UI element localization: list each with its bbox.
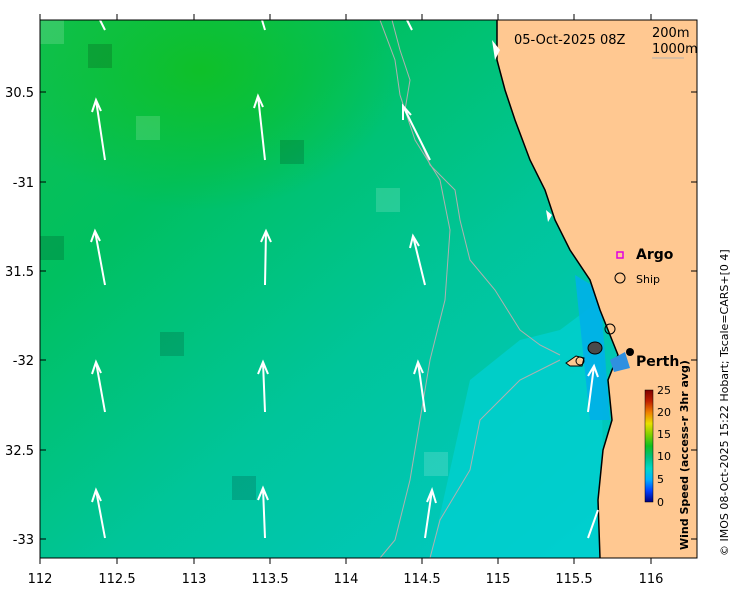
- isobath-label-200m: 200m: [652, 26, 689, 41]
- lon-axis: 112 112.5 113 113.5 114 114.5 115 115.5 …: [28, 14, 664, 587]
- wind-arrow: [587, 509, 599, 539]
- wind-vectors: [90, 20, 599, 539]
- lon-tick-label: 113: [182, 572, 207, 587]
- colorbar: [644, 389, 654, 503]
- lon-tick-label: 114.5: [403, 572, 440, 587]
- wind-max-region: [40, 20, 400, 210]
- credit-text: © IMOS 08-Oct-2025 15:22 Hobart; Tscale=…: [718, 249, 731, 556]
- wind-arrow: [91, 97, 106, 161]
- wind-arrow: [90, 228, 106, 286]
- lon-tick-label: 115: [486, 572, 511, 587]
- wind-arrow: [253, 93, 266, 161]
- colorbar-tick: 0: [657, 496, 664, 509]
- lon-tick-label: 113.5: [251, 572, 288, 587]
- colorbar-tick: 5: [657, 473, 664, 486]
- isobath-200m: [391, 20, 561, 356]
- wind-arrow: [91, 359, 106, 413]
- wind-arrow: [402, 103, 431, 161]
- ship-icon: [614, 272, 626, 284]
- isobath-inner: [429, 359, 561, 558]
- lon-tick-label: 115.5: [555, 572, 592, 587]
- lon-tick-label: 112.5: [98, 572, 135, 587]
- colorbar-title: Wind Speed (access-r 3hr avg): [678, 360, 691, 550]
- wind-arrow: [99, 20, 106, 31]
- lat-tick-label: -31: [13, 176, 34, 191]
- lat-axis: 30.5 -31 31.5 -32 32.5 -33: [5, 86, 697, 548]
- colorbar-ticks: 25 20 15 10 5 0: [657, 384, 671, 509]
- argo-legend-label: Argo: [636, 247, 674, 263]
- wind-arrow: [257, 485, 269, 539]
- wind-arrow: [587, 363, 599, 413]
- ship-marker-2: [575, 356, 585, 366]
- wind-arrow: [257, 359, 269, 413]
- coastline: [496, 20, 619, 558]
- map-area: 05-Oct-2025 08Z 200m 1000m Argo Ship Per…: [40, 20, 698, 558]
- ship-marker: [604, 323, 616, 335]
- lat-tick-label: -33: [13, 533, 34, 548]
- isobath-label-1000m: 1000m: [652, 42, 698, 57]
- colorbar-tick: 10: [657, 450, 671, 463]
- grid-cells: [40, 20, 448, 500]
- lat-tick-label: 31.5: [5, 265, 34, 280]
- island-garden: [587, 341, 603, 355]
- swan-river: [610, 352, 630, 372]
- colorbar-tick: 15: [657, 428, 671, 441]
- wind-arrow: [406, 20, 413, 31]
- lat-tick-label: -32: [13, 354, 34, 369]
- island-rottnest: [565, 355, 585, 367]
- lat-tick-label: 32.5: [5, 444, 34, 459]
- perth-label: Perth: [636, 354, 679, 370]
- ship-legend-label: Ship: [636, 273, 660, 286]
- timestamp-label: 05-Oct-2025 08Z: [514, 33, 626, 48]
- plot-frame: [39, 19, 698, 559]
- lon-tick-label: 116: [639, 572, 664, 587]
- wind-arrow: [91, 487, 106, 539]
- wind-arrow: [260, 228, 272, 286]
- lat-tick-label: 30.5: [5, 86, 34, 101]
- argo-icon: [616, 251, 624, 259]
- nearshore-band: [430, 300, 605, 558]
- colorbar-tick: 20: [657, 406, 671, 419]
- wind-arrow: [409, 233, 426, 286]
- colorbar-tick: 25: [657, 384, 671, 397]
- wind-arrow: [261, 20, 266, 31]
- wind-arrow: [413, 359, 426, 413]
- lon-tick-label: 114: [334, 572, 359, 587]
- perth-marker: [626, 348, 634, 356]
- lon-tick-label: 112: [28, 572, 53, 587]
- wind-arrow: [424, 487, 437, 539]
- isobath-1000m: [379, 20, 451, 558]
